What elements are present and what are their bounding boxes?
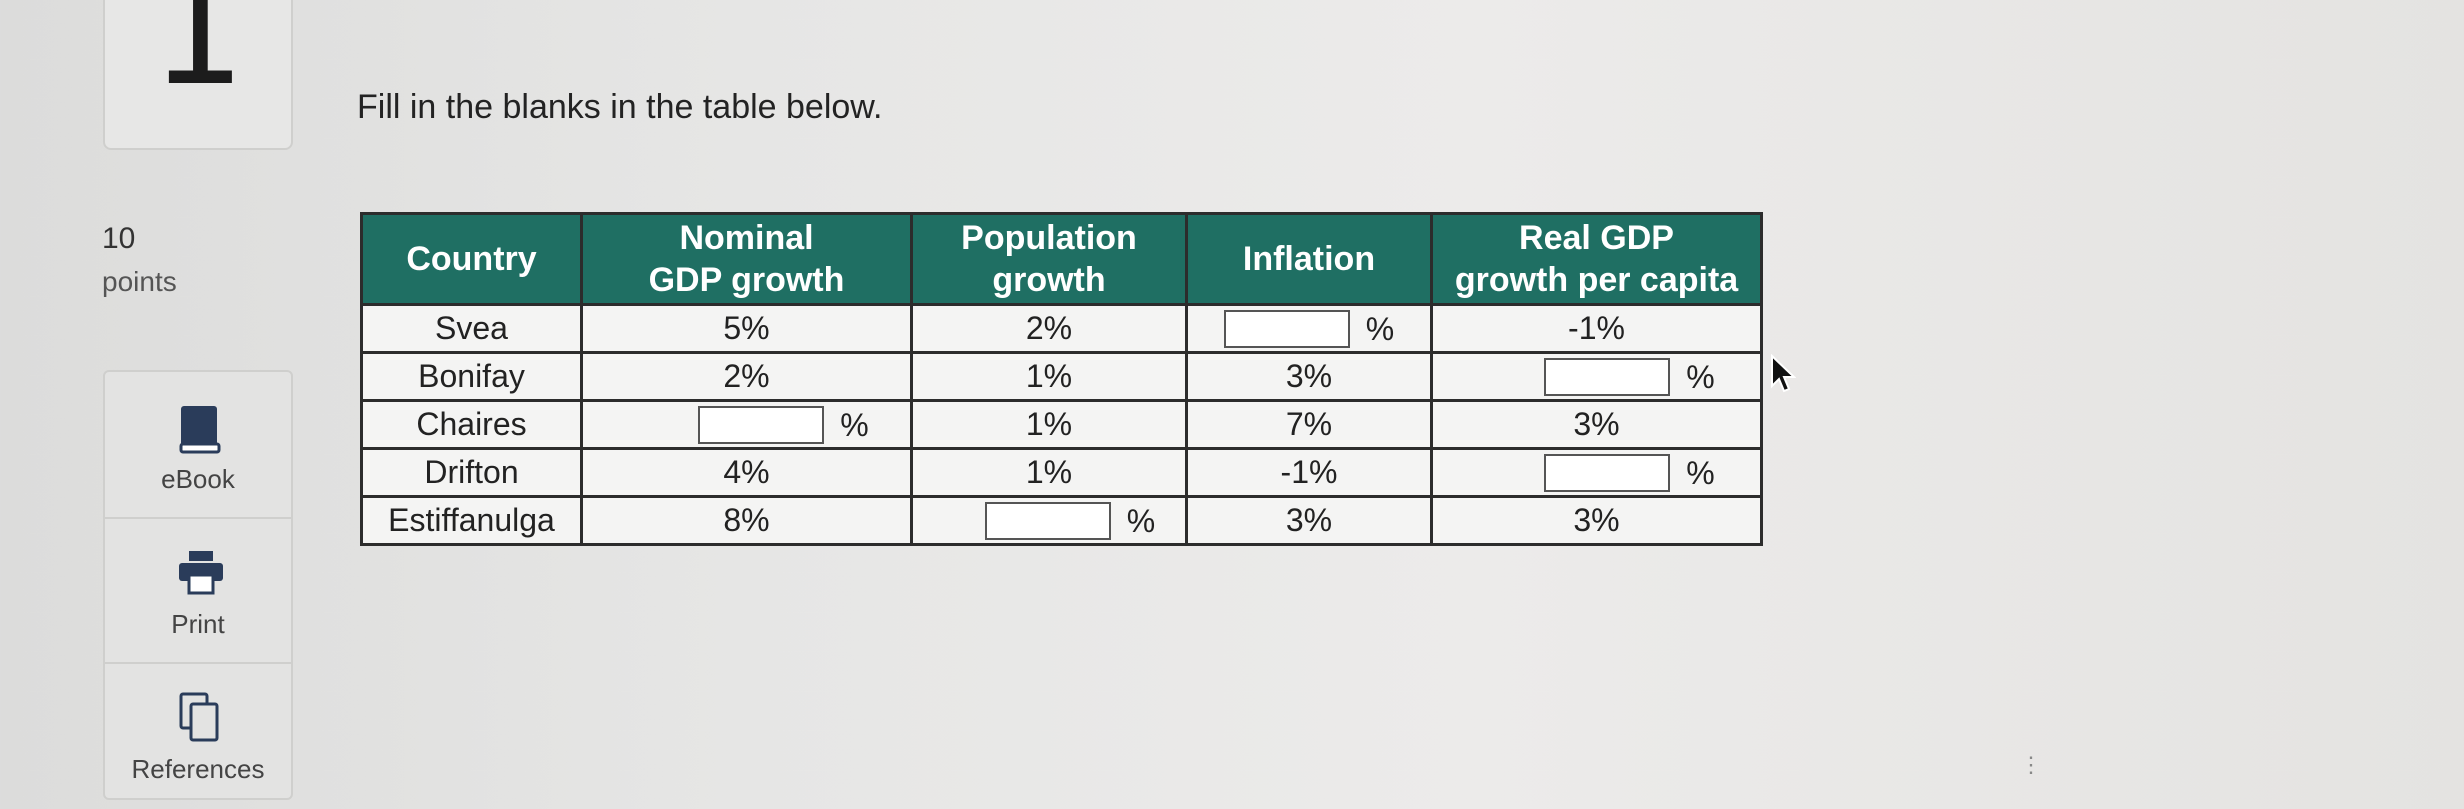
- nominal-gdp-cell: 2%: [580, 351, 913, 402]
- population-growth-input-estiffanulga[interactable]: [984, 502, 1111, 541]
- nominal-gdp-cell: %: [580, 399, 913, 450]
- table-row: Chaires % 1% 7% 3%: [360, 399, 1763, 450]
- table-header-row: Country Nominal GDP growth Population gr…: [360, 212, 1763, 306]
- references-button[interactable]: References: [105, 662, 291, 809]
- real-gdp-per-capita-cell: 3%: [1430, 399, 1763, 450]
- population-growth-cell: 2%: [910, 303, 1188, 354]
- answer-table: Country Nominal GDP growth Population gr…: [360, 212, 1763, 546]
- real-gdp-per-capita-cell: 3%: [1430, 495, 1763, 546]
- header-line: Population: [961, 219, 1137, 257]
- real-gdp-per-capita-cell: -1%: [1430, 303, 1763, 354]
- country-cell: Svea: [360, 303, 583, 354]
- real-gdp-per-capita-cell: %: [1430, 351, 1763, 402]
- header-nominal-gdp-growth: Nominal GDP growth: [580, 212, 913, 306]
- population-growth-cell: 1%: [910, 447, 1188, 498]
- header-real-gdp-growth-per-capita: Real GDP growth per capita: [1430, 212, 1763, 306]
- mouse-cursor-icon: [1771, 354, 1796, 393]
- ebook-label: eBook: [161, 464, 235, 494]
- print-label: Print: [171, 609, 225, 639]
- header-line: growth: [992, 261, 1106, 299]
- nominal-gdp-cell: 4%: [580, 447, 913, 498]
- header-line: GDP growth: [648, 261, 845, 299]
- table-row: Bonifay 2% 1% 3% %: [360, 351, 1763, 402]
- inflation-cell: -1%: [1185, 447, 1433, 498]
- population-growth-cell: %: [910, 495, 1188, 546]
- points-label: points: [102, 266, 177, 297]
- nominal-gdp-input-chaires[interactable]: [698, 406, 825, 445]
- country-cell: Estiffanulga: [360, 495, 583, 546]
- ebook-button[interactable]: eBook: [105, 372, 291, 517]
- copy-pages-icon: [179, 692, 219, 742]
- header-population-growth: Population growth: [910, 212, 1188, 306]
- references-label: References: [131, 754, 265, 784]
- country-cell: Chaires: [360, 399, 583, 450]
- inflation-cell: 3%: [1185, 351, 1433, 402]
- more-dots-icon: ⋮: [2020, 752, 2042, 777]
- percent-suffix: %: [1686, 454, 1715, 491]
- tools-panel: eBook Print References: [103, 370, 293, 800]
- percent-suffix: %: [840, 406, 869, 443]
- question-number: 1: [150, 0, 246, 119]
- header-country: Country: [360, 212, 583, 306]
- print-button[interactable]: Print: [105, 517, 291, 664]
- question-number-card: 1: [103, 0, 293, 150]
- header-line: Nominal: [679, 219, 814, 257]
- header-line: Inflation: [1242, 240, 1376, 278]
- table-row: Svea 5% 2% % -1%: [360, 303, 1763, 354]
- question-prompt: Fill in the blanks in the table below.: [357, 88, 883, 126]
- country-cell: Bonifay: [360, 351, 583, 402]
- country-cell: Drifton: [360, 447, 583, 498]
- nominal-gdp-cell: 5%: [580, 303, 913, 354]
- header-line: Country: [406, 240, 537, 278]
- header-line: growth per capita: [1454, 261, 1739, 299]
- real-gdp-per-capita-cell: %: [1430, 447, 1763, 498]
- inflation-cell: 3%: [1185, 495, 1433, 546]
- left-sidebar: 1 10 points eBook Print References: [0, 0, 360, 800]
- percent-suffix: %: [1365, 310, 1395, 347]
- header-line: Real GDP: [1519, 219, 1674, 257]
- nominal-gdp-cell: 8%: [580, 495, 913, 546]
- population-growth-cell: 1%: [910, 399, 1188, 450]
- percent-suffix: %: [1686, 358, 1715, 395]
- table-row: Drifton 4% 1% -1% %: [360, 447, 1763, 498]
- inflation-cell: 7%: [1185, 399, 1433, 450]
- points-value: 10: [102, 222, 136, 255]
- inflation-cell: %: [1185, 303, 1433, 354]
- percent-suffix: %: [1126, 502, 1156, 539]
- population-growth-cell: 1%: [910, 351, 1188, 402]
- real-gdp-per-capita-input-drifton[interactable]: [1544, 454, 1671, 493]
- header-inflation: Inflation: [1185, 212, 1433, 306]
- printer-icon: [179, 551, 223, 595]
- real-gdp-per-capita-input-bonifay[interactable]: [1544, 358, 1671, 397]
- book-icon: [179, 406, 221, 454]
- inflation-input-svea[interactable]: [1223, 310, 1350, 349]
- table-row: Estiffanulga 8% % 3% 3%: [360, 495, 1763, 546]
